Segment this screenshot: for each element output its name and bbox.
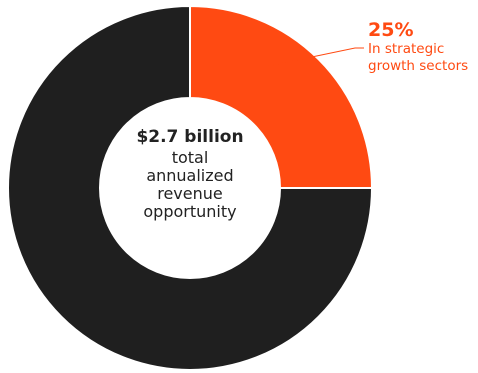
center-desc-line-1: total (171, 148, 209, 168)
callout-leader-line (264, 47, 364, 68)
center-desc-line-3: revenue (157, 183, 223, 203)
slice-growth-sectors (189, 4, 374, 189)
slice-callout: 25% In strategic growth sectors (368, 20, 478, 75)
center-desc-line-2: annualized (146, 165, 234, 185)
slice-remainder (7, 4, 374, 371)
center-amount: $2.7 billion (136, 127, 244, 147)
callout-desc-line-1: In strategic (368, 40, 445, 57)
center-desc-line-4: opportunity (143, 201, 237, 221)
center-label: $2.7 billion total annualized revenue op… (100, 127, 280, 221)
callout-desc-line-2: growth sectors (368, 57, 469, 74)
callout-value-label: 25% (368, 19, 414, 41)
